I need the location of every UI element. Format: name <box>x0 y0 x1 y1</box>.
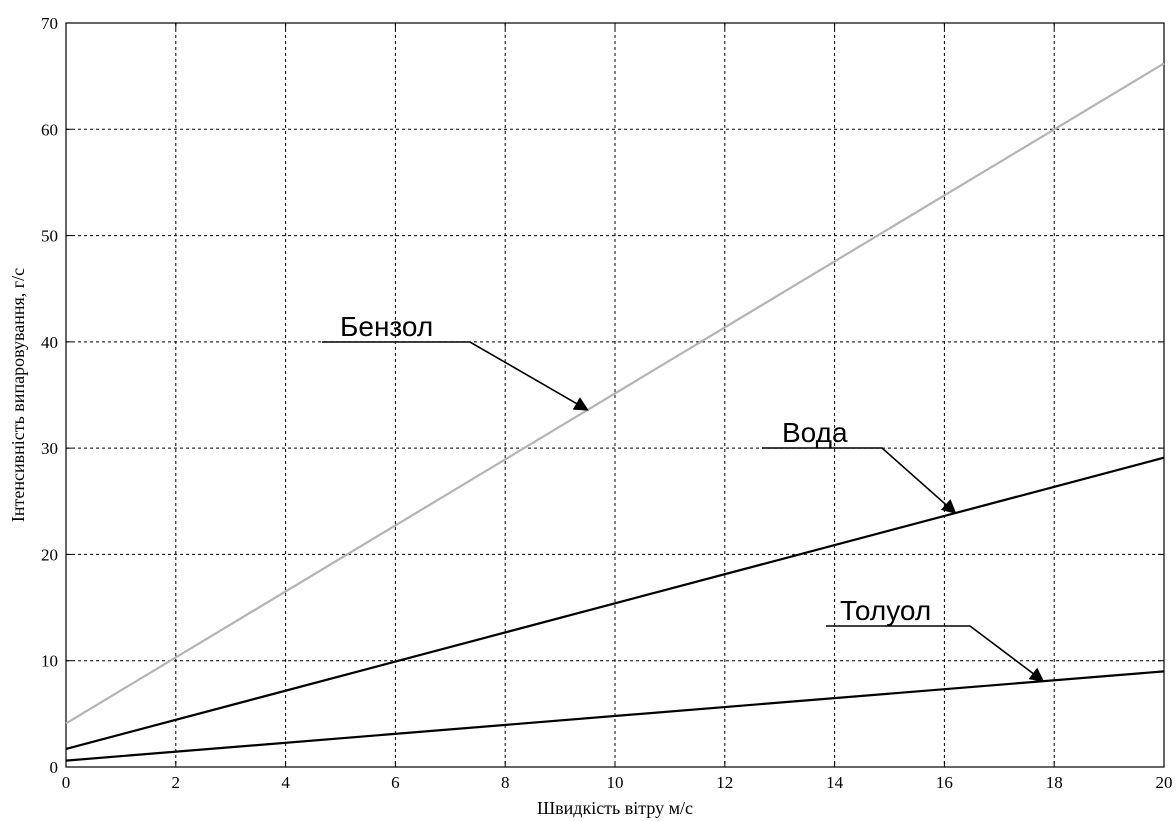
x-tick-label: 16 <box>936 773 953 792</box>
x-tick-label: 0 <box>62 773 71 792</box>
x-tick-label: 4 <box>281 773 290 792</box>
y-tick-label: 0 <box>50 758 59 777</box>
series-line-Толуол <box>65 670 1165 762</box>
series-line-Вода <box>65 456 1165 750</box>
annotation-arrow <box>826 625 1045 683</box>
y-tick-label: 60 <box>41 120 58 139</box>
x-tick-label: 18 <box>1046 773 1063 792</box>
annotation-arrow <box>322 341 589 411</box>
x-tick-label: 6 <box>391 773 400 792</box>
x-tick-label: 12 <box>716 773 733 792</box>
y-tick-label: 50 <box>41 227 58 246</box>
x-tick-label: 10 <box>607 773 624 792</box>
y-tick-label: 20 <box>41 545 58 564</box>
series-line-Бензол <box>65 62 1165 725</box>
y-axis-label: Інтенсивність випаровування, г/с <box>8 268 28 522</box>
y-tick-label: 70 <box>41 14 58 33</box>
x-tick-label: 20 <box>1156 773 1173 792</box>
annotation-label: Вода <box>782 417 848 448</box>
y-tick-label: 10 <box>41 652 58 671</box>
annotation-label: Бензол <box>340 311 433 342</box>
annotation-label: Толуол <box>840 595 931 626</box>
y-tick-label: 30 <box>41 439 58 458</box>
annotations: Бензол Вода Толуол <box>322 311 1045 683</box>
grid <box>66 23 1164 767</box>
y-tick-label: 40 <box>41 333 58 352</box>
annotation-arrow <box>762 447 957 514</box>
x-axis-label: Швидкість вітру м/с <box>537 798 693 818</box>
x-tick-label: 14 <box>826 773 844 792</box>
x-tick-label: 8 <box>501 773 510 792</box>
axis-ticks: 0 2 4 6 8 10 12 14 16 18 20 0 10 20 30 40 50 60 70 <box>41 14 1173 792</box>
series-lines <box>65 62 1165 762</box>
x-tick-label: 2 <box>172 773 181 792</box>
